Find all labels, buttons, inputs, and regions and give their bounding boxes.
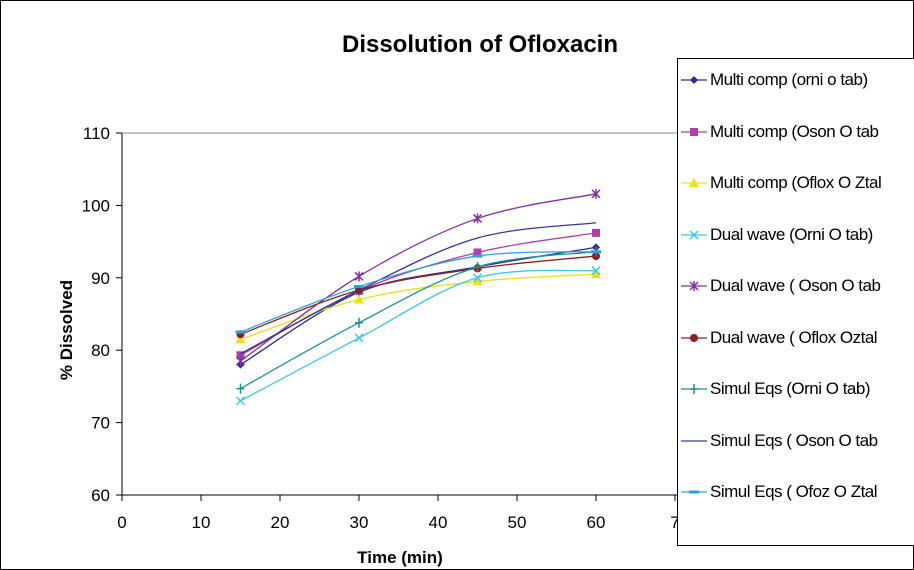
series-line xyxy=(240,193,597,362)
data-point xyxy=(354,271,364,282)
data-point xyxy=(591,250,601,254)
y-tick-label: 70 xyxy=(91,414,110,433)
data-point xyxy=(472,276,483,286)
data-point xyxy=(236,351,245,360)
data-point xyxy=(354,284,364,288)
y-tick-label: 110 xyxy=(83,124,110,143)
series-9 xyxy=(235,250,601,334)
x-tick-label: 60 xyxy=(587,513,606,532)
legend-item: Dual wave ( Oson O tab xyxy=(678,273,881,299)
data-point xyxy=(592,228,600,237)
series-line xyxy=(240,273,597,340)
x-axis-label: Time (min) xyxy=(357,548,443,567)
legend-swatch xyxy=(681,76,707,84)
series-group xyxy=(235,188,601,406)
legend-item: Simul Eqs (Orni O tab) xyxy=(678,376,871,402)
series-line xyxy=(240,251,597,333)
data-point xyxy=(236,383,245,394)
legend-label: Simul Eqs ( Ofoz O Ztal xyxy=(710,482,878,501)
series-4 xyxy=(235,266,601,406)
legend-item: Multi comp (orni o tab) xyxy=(678,67,868,93)
legend-label: Multi comp (Oflox O Ztal xyxy=(710,173,882,192)
legend-item: Simul Eqs ( Ofoz O Ztal xyxy=(678,479,878,505)
series-3 xyxy=(235,269,601,344)
data-point xyxy=(355,317,363,328)
data-point xyxy=(354,333,364,343)
series-line xyxy=(240,222,597,355)
legend-item: Multi comp (Oson O tab xyxy=(678,119,879,145)
data-point xyxy=(472,273,483,283)
data-point xyxy=(689,281,699,291)
legend-swatch xyxy=(681,229,707,240)
y-tick-label: 90 xyxy=(91,269,110,288)
series-line xyxy=(240,232,597,356)
legend-label: Dual wave ( Oson O tab xyxy=(710,276,881,295)
data-point xyxy=(591,188,601,199)
series-line xyxy=(240,255,597,335)
legend-item: Dual wave (Orni O tab) xyxy=(678,222,873,248)
y-tick-label: 100 xyxy=(82,196,110,215)
y-tick-label: 80 xyxy=(91,341,110,360)
legend-label: Dual wave (Orni O tab) xyxy=(710,224,873,244)
data-point xyxy=(689,229,699,240)
series-5 xyxy=(235,188,601,367)
axis-ticks: 60 70 80 90 100 110 0 10 20 30 40 50 60 7 xyxy=(82,124,680,532)
data-point xyxy=(473,261,482,272)
legend-swatch xyxy=(681,333,707,342)
legend-swatch xyxy=(681,384,707,394)
x-tick-label: 10 xyxy=(192,513,211,532)
x-tick-label: 30 xyxy=(350,513,369,532)
data-point xyxy=(472,254,483,258)
legend-label: Simul Eqs (Orni O tab) xyxy=(710,379,871,398)
data-point xyxy=(690,127,698,136)
legend-item: Dual wave ( Oflox Oztal xyxy=(678,325,878,351)
data-point xyxy=(591,269,601,279)
x-tick-label: 0 xyxy=(117,513,126,532)
x-tick-label: 50 xyxy=(508,513,527,532)
legend-label: Multi comp (Oson O tab xyxy=(710,121,879,141)
series-line xyxy=(240,246,597,366)
series-8 xyxy=(240,222,597,355)
series-2 xyxy=(236,228,600,360)
legend-item: Simul Eqs ( Oson O tab xyxy=(678,428,878,454)
data-point xyxy=(235,396,246,406)
data-point xyxy=(235,330,246,334)
data-point xyxy=(591,266,601,276)
legend-swatch xyxy=(681,439,707,442)
y-tick-label: 60 xyxy=(91,486,110,505)
series-1 xyxy=(236,243,600,369)
legend-item: Multi comp (Oflox O Ztal xyxy=(678,170,882,196)
series-line xyxy=(240,269,597,402)
legend-swatch xyxy=(681,490,707,494)
data-point xyxy=(689,178,699,187)
chart-title: Dissolution of Ofloxacin xyxy=(342,31,618,58)
legend-label: Multi comp (orni o tab) xyxy=(710,70,868,89)
legend-label: Dual wave ( Oflox Oztal xyxy=(710,327,878,347)
series-line xyxy=(240,251,597,390)
x-tick-label: 7 xyxy=(670,513,679,532)
data-point xyxy=(690,384,698,394)
series-7 xyxy=(236,246,600,394)
data-point xyxy=(235,334,246,344)
x-tick-label: 40 xyxy=(429,513,448,532)
data-point xyxy=(472,213,483,224)
data-point xyxy=(354,294,364,304)
data-point xyxy=(473,248,482,257)
legend-swatch xyxy=(681,127,707,136)
y-axis-label: % Dissolved xyxy=(57,280,76,380)
data-point xyxy=(690,76,698,84)
data-point xyxy=(235,356,246,367)
legend-swatch xyxy=(681,178,707,187)
chart-legend: Multi comp (orni o tab) Multi comp (Oson … xyxy=(677,58,914,546)
data-point xyxy=(690,333,698,342)
x-tick-label: 20 xyxy=(271,513,290,532)
legend-swatch xyxy=(681,281,707,291)
data-point xyxy=(689,490,699,494)
legend-label: Simul Eqs ( Oson O tab xyxy=(710,430,878,450)
